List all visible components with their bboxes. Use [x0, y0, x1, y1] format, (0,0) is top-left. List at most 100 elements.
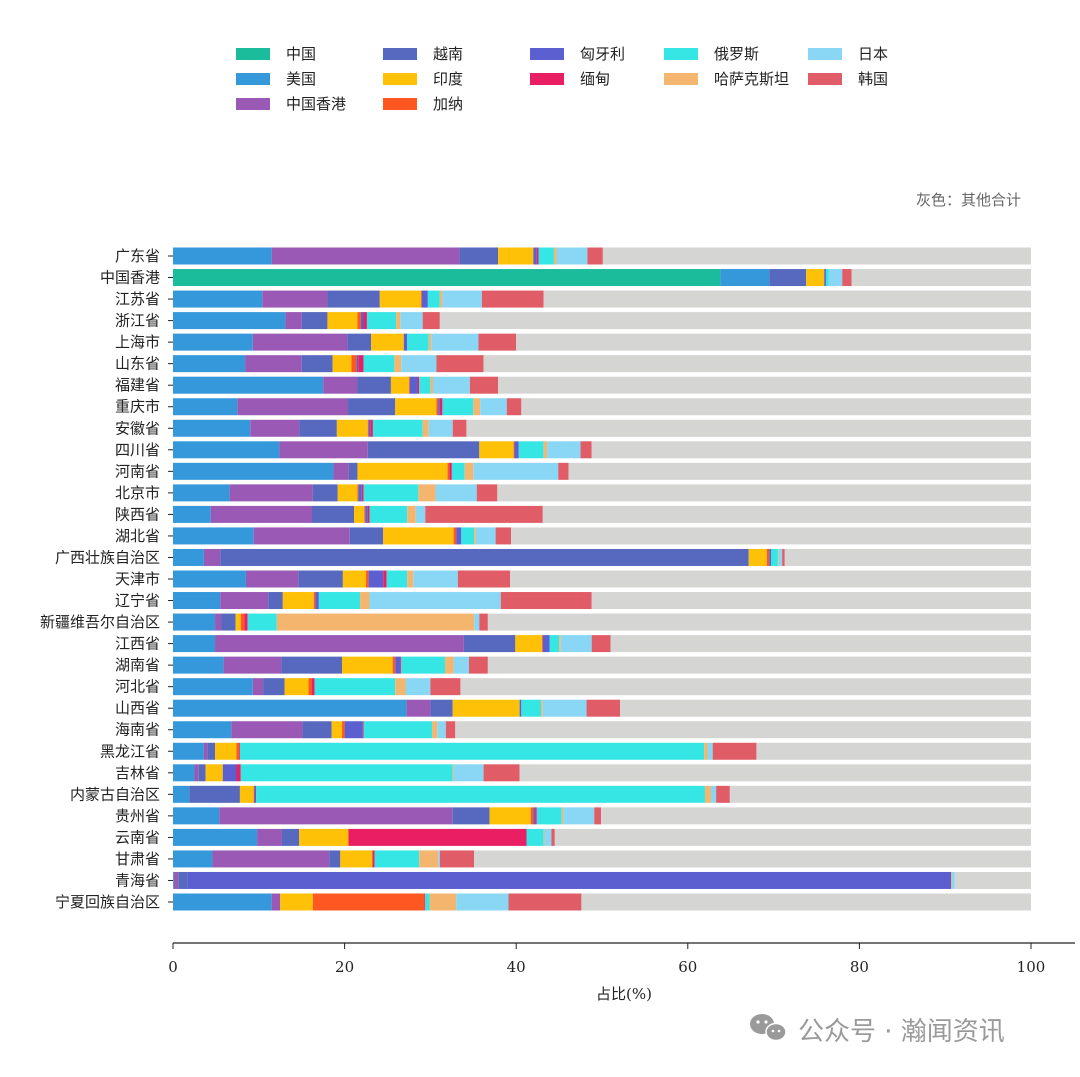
bar-segment — [245, 570, 299, 588]
bar-segment — [951, 871, 953, 889]
bar-segment — [428, 419, 453, 437]
bar-row — [173, 828, 1031, 846]
bar-segment — [480, 398, 507, 416]
bar-segment — [712, 742, 757, 760]
bar-segment — [215, 613, 222, 631]
bar-segment — [354, 505, 365, 523]
bar-segment — [453, 656, 470, 674]
bar-segment — [333, 462, 349, 480]
x-tick-label: 0 — [168, 958, 178, 976]
legend-swatch — [808, 48, 842, 60]
bar-segment — [478, 333, 517, 351]
y-tick-label: 浙江省 — [115, 312, 160, 330]
bar-segment — [476, 484, 498, 502]
y-tick-label: 新疆维吾尔自治区 — [40, 613, 160, 631]
bar-segment — [187, 871, 952, 889]
legend-label: 俄罗斯 — [714, 45, 759, 63]
bar-segment — [591, 635, 611, 653]
bar-segment — [311, 678, 315, 696]
bar-row — [173, 441, 1031, 459]
bar-segment — [237, 398, 349, 416]
bar-segment — [366, 312, 397, 330]
bar-segment — [707, 742, 713, 760]
bar-segment — [474, 613, 480, 631]
bar-segment-remainder — [510, 570, 1032, 588]
legend-swatch — [530, 73, 564, 85]
legend-item: 加纳 — [383, 95, 463, 113]
bar-segment — [456, 893, 509, 911]
bar-row — [173, 721, 1032, 739]
bar-segment — [456, 527, 462, 545]
bar-segment-remainder — [581, 893, 1031, 911]
bar-segment-remainder — [511, 527, 1031, 545]
bar-segment-remainder — [784, 548, 1031, 566]
bar-segment — [766, 548, 770, 566]
legend-item: 日本 — [808, 45, 888, 63]
bar-segment-remainder — [601, 807, 1031, 825]
bar-segment — [425, 505, 543, 523]
bar-segment-remainder — [620, 699, 1031, 717]
bar-segment — [547, 441, 581, 459]
bar-segment — [526, 828, 544, 846]
legend-item: 美国 — [236, 70, 316, 88]
bar-segment-remainder — [542, 505, 1031, 523]
bar-segment — [806, 269, 825, 287]
bar-row — [173, 484, 1032, 502]
bar-row — [173, 807, 1031, 825]
bar-segment — [173, 871, 174, 889]
bar-segment — [401, 355, 437, 373]
bar-segment — [173, 764, 195, 782]
bar-segment — [530, 807, 534, 825]
y-tick-label: 黑龙江省 — [100, 742, 160, 760]
bar-segment — [194, 764, 199, 782]
bar-segment — [453, 527, 457, 545]
bar-row — [173, 333, 1031, 351]
bar-row — [173, 678, 1031, 696]
bar-segment — [538, 247, 554, 265]
bar-segment — [406, 699, 431, 717]
bar-segment — [558, 462, 569, 480]
bar-row — [173, 398, 1031, 416]
bar-segment — [220, 592, 269, 610]
legend-label: 匈牙利 — [580, 45, 625, 63]
bar-segment — [424, 893, 426, 911]
bar-segment — [256, 785, 705, 803]
bar-segment — [173, 247, 272, 265]
bar-segment-remainder — [455, 721, 1032, 739]
bar-segment — [519, 699, 522, 717]
bar-segment — [408, 376, 410, 394]
bar-segment — [383, 527, 454, 545]
legend-label: 缅甸 — [580, 70, 610, 88]
bar-segment-remainder — [516, 333, 1031, 351]
bar-segment — [367, 441, 480, 459]
bar-segment — [778, 548, 783, 566]
bar-segment — [445, 721, 456, 739]
bar-segment — [544, 828, 552, 846]
bar-row — [173, 613, 1031, 631]
bar-segment — [824, 269, 826, 287]
bar-segment-remainder — [487, 656, 1031, 674]
bar-segment — [360, 312, 364, 330]
y-tick-label: 湖北省 — [115, 527, 160, 545]
bar-segment — [449, 462, 452, 480]
y-tick-label: 四川省 — [115, 441, 160, 459]
y-tick-label: 湖南省 — [115, 656, 160, 674]
bar-segment — [314, 678, 396, 696]
bar-segment-remainder — [483, 355, 1031, 373]
y-tick-label: 吉林省 — [115, 764, 160, 782]
bar-segment — [425, 893, 430, 911]
bar-segment — [254, 785, 257, 803]
legend-swatch — [664, 73, 698, 85]
bar-segment — [461, 527, 475, 545]
bar-segment — [203, 548, 221, 566]
bar-segment — [439, 850, 475, 868]
y-tick-label: 安徽省 — [115, 419, 160, 437]
bar-segment — [348, 462, 358, 480]
bar-segment — [240, 613, 245, 631]
bar-segment — [436, 355, 484, 373]
legend-item: 俄罗斯 — [664, 45, 759, 63]
bar-segment — [413, 570, 458, 588]
bar-segment — [173, 333, 253, 351]
bar-segment — [253, 527, 350, 545]
bar-segment — [452, 419, 467, 437]
